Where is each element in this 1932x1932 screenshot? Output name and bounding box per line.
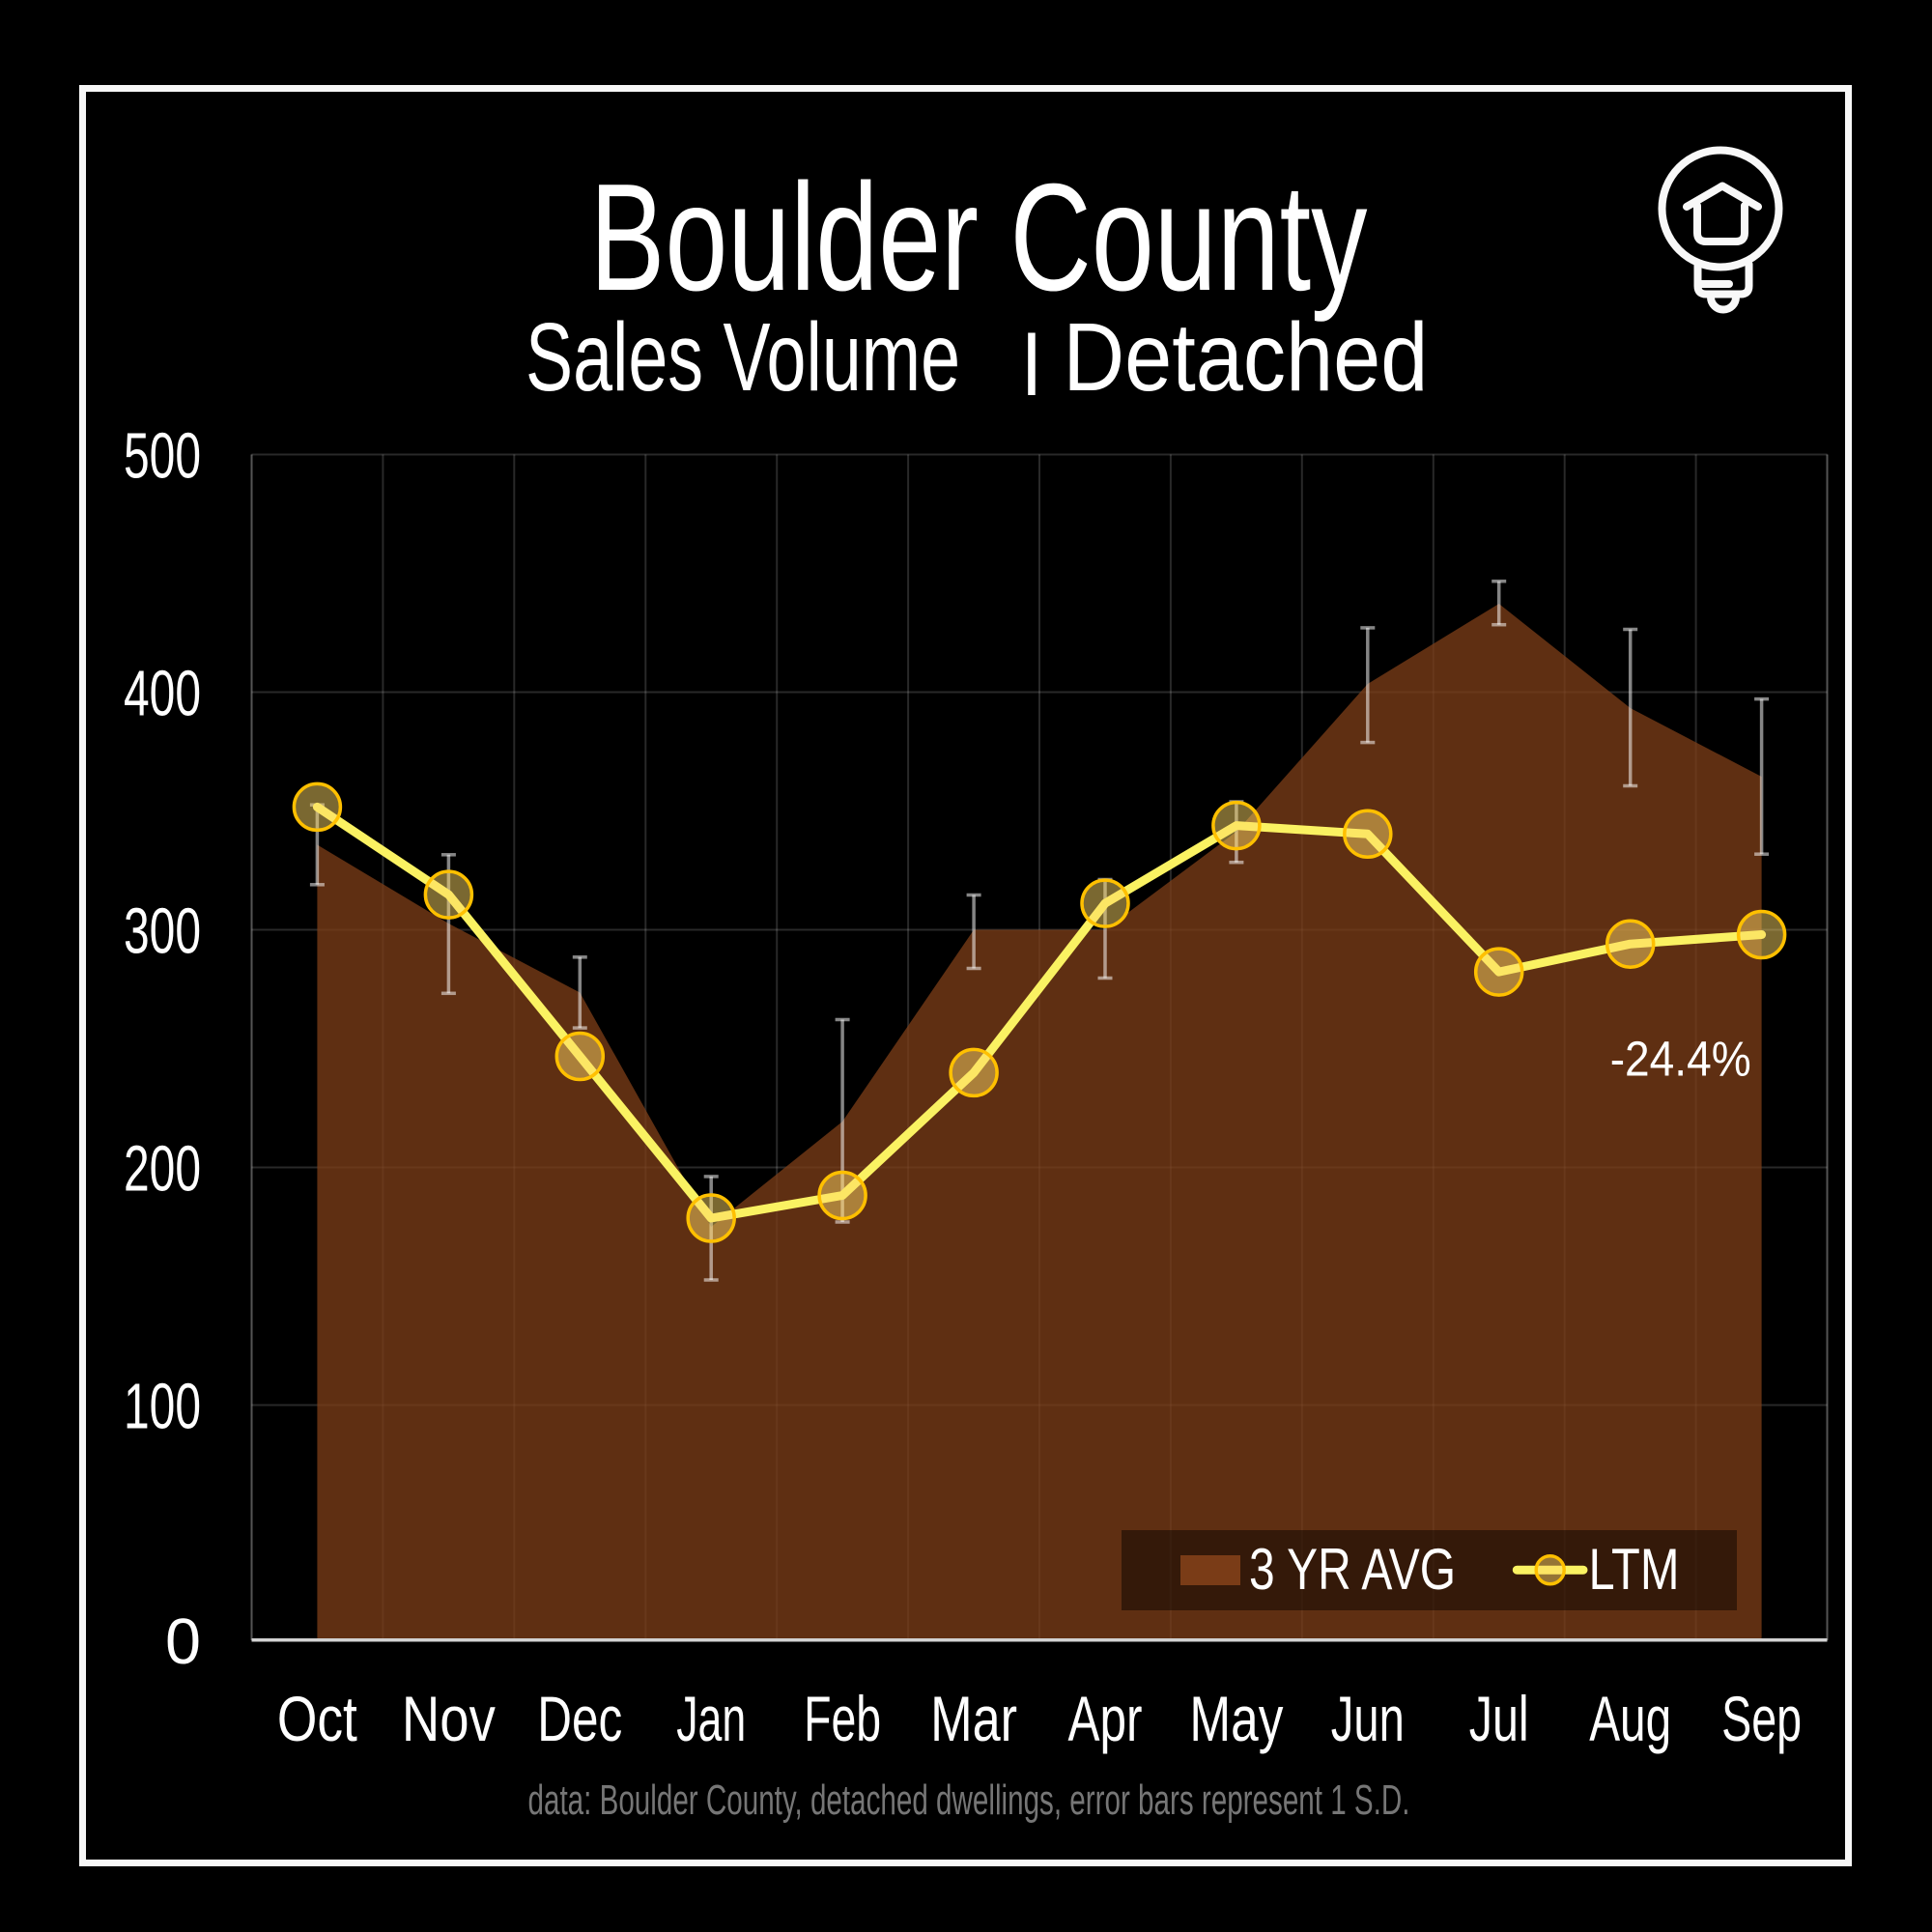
svg-text:200: 200	[124, 1133, 201, 1206]
svg-text:Apr: Apr	[1068, 1683, 1143, 1754]
svg-text:Jan: Jan	[676, 1683, 746, 1754]
svg-text:Nov: Nov	[402, 1683, 496, 1754]
svg-text:Boulder County: Boulder County	[590, 153, 1368, 323]
svg-text:Aug: Aug	[1589, 1683, 1671, 1754]
svg-text:300: 300	[124, 895, 201, 968]
svg-text:Detached: Detached	[1063, 303, 1428, 412]
svg-text:Oct: Oct	[277, 1683, 357, 1754]
svg-text:May: May	[1189, 1683, 1283, 1754]
svg-text:data: Boulder County, detached: data: Boulder County, detached dwellings…	[528, 1776, 1410, 1824]
svg-text:Feb: Feb	[804, 1683, 881, 1754]
svg-text:-24.4%: -24.4%	[1610, 1032, 1751, 1087]
svg-text:0: 0	[165, 1605, 201, 1678]
svg-text:Mar: Mar	[930, 1683, 1017, 1754]
svg-text:Jun: Jun	[1331, 1683, 1405, 1754]
svg-text:100: 100	[124, 1371, 201, 1443]
svg-text:3 YR AVG: 3 YR AVG	[1249, 1537, 1456, 1602]
svg-text:LTM: LTM	[1589, 1537, 1680, 1602]
svg-text:Sep: Sep	[1721, 1683, 1802, 1754]
svg-text:Sales Volume: Sales Volume	[526, 303, 960, 412]
svg-text:400: 400	[124, 658, 201, 730]
svg-text:500: 500	[124, 420, 201, 493]
svg-text:Jul: Jul	[1469, 1683, 1529, 1754]
svg-text:Dec: Dec	[537, 1683, 622, 1754]
